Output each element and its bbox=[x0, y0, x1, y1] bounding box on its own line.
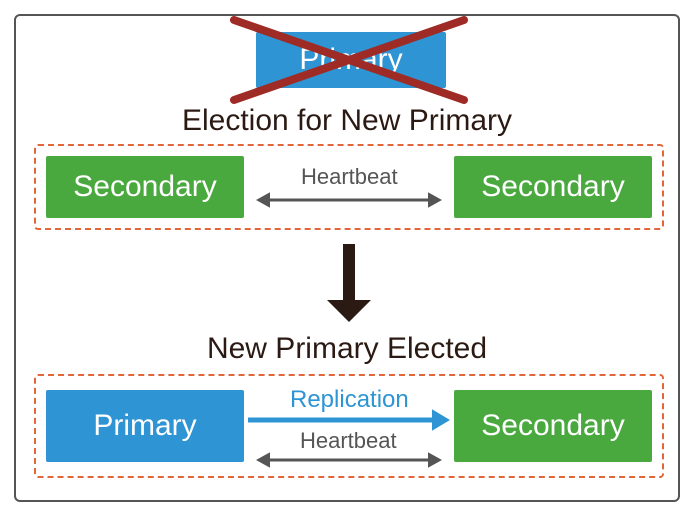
diagram-canvas: Primary Election for New Primary Seconda… bbox=[14, 14, 680, 502]
heartbeat-label-2: Heartbeat bbox=[300, 428, 397, 454]
remaining-secondary-node: Secondary bbox=[454, 390, 652, 462]
heartbeat-label-1: Heartbeat bbox=[301, 164, 398, 190]
replication-label: Replication bbox=[290, 386, 409, 414]
secondary-left-node: Secondary bbox=[46, 156, 244, 218]
elected-title: New Primary Elected bbox=[16, 332, 678, 366]
diagram-frame: Primary Election for New Primary Seconda… bbox=[0, 0, 694, 516]
election-title: Election for New Primary bbox=[16, 104, 678, 138]
new-primary-node: Primary bbox=[46, 390, 244, 462]
failed-primary-node: Primary bbox=[256, 32, 446, 88]
secondary-right-node: Secondary bbox=[454, 156, 652, 218]
